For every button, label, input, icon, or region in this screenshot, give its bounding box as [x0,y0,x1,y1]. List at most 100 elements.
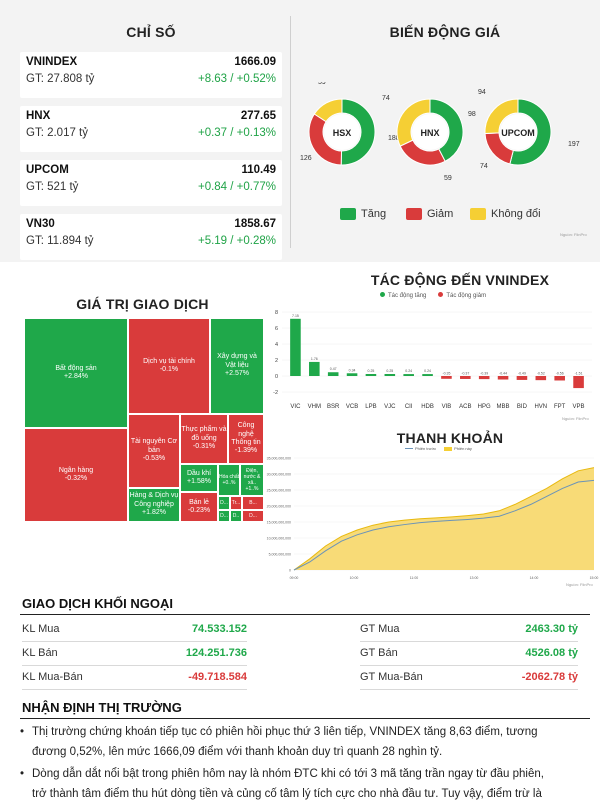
impact-bar-hdb [422,374,433,376]
impact-bar-value: 0.24 [424,369,431,373]
legend-up-swatch [340,208,356,220]
legend-down-label: Giảm [427,208,454,220]
impact-bar-vpb [573,376,584,389]
liquidity-area-chart: 35,000,000,000 30,000,000,000 25,000,000,0… [267,457,599,581]
foreign-row-right: GT Mua-Bán -2062.78 tỷ [360,668,578,690]
index-trade-value: GT: 11.894 tỷ [26,235,94,247]
treemap-cell-name: Điện, nước & xă.. [243,468,261,486]
impact-legend: Tác động tăng Tác động giảm [380,292,486,299]
legend-flat-label: Không đổi [491,208,541,220]
treemap-cell: Công nghệ Thông tin -1.39% [228,414,264,464]
impact-xtick-cii: CII [405,404,413,410]
donut-slice-không-đổi [396,98,431,147]
impact-bar-vic [290,318,301,376]
treemap-cell-name: Tài nguyên Cơ bản [130,438,178,454]
foreign-label: KL Mua [22,623,60,635]
foreign-row-left: KL Mua-Bán -49.718.584 [22,668,247,690]
donut-hsx: HSX 188 126 59 [300,82,400,166]
donut-slice-tăng [340,98,376,166]
liquidity-legend-prev-line [405,448,413,450]
impact-xtick-vib: VIB [442,404,452,410]
impact-xtick-vjc: VJC [384,404,396,410]
index-change: +8.63 / +0.52% [197,73,276,85]
foreign-label: GT Mua [360,623,400,635]
liquidity-ytick: 0 [289,569,291,573]
index-name: HNX [26,110,51,122]
impact-bar-hvn [535,376,547,381]
impact-bar-value: -0.49 [518,372,526,376]
impact-xtick-bsr: BSR [327,404,340,410]
donut-slice-tăng [429,98,464,163]
index-name: VNINDEX [26,56,78,68]
liquidity-title: THANH KHOẢN [396,430,504,446]
liquidity-ytick: 10,000,000,000 [267,537,291,541]
donut-value-label: 197 [568,141,580,148]
comment-title: NHẬN ĐỊNH THỊ TRƯỜNG [22,700,182,715]
impact-bar-value: 0.25 [386,369,393,373]
treemap-cell-change: +2.57% [225,370,249,378]
index-change: +0.84 / +0.77% [197,181,276,193]
foreign-row-rule [22,689,247,690]
foreign-row-rule [360,689,578,690]
bullet-2: • [20,768,25,780]
donut-value-label: 188 [388,135,400,142]
foreign-label: KL Mua-Bán [22,671,83,683]
treemap-cell: Tài nguyên Cơ bản -0.53% [128,414,180,488]
impact-xtick-vpb: VPB [573,404,585,410]
donut-value-label: 59 [444,175,452,182]
treemap-cell: B... [242,496,264,510]
impact-legend-up-label: Tác động tăng [388,293,427,299]
impact-bar-bid [516,376,528,380]
impact-bar-value: -0.44 [499,372,507,376]
treemap-cell: Hàng & Dịch vụ Công nghiệp +1.82% [128,488,180,522]
impact-bar-vib [441,376,452,379]
donut-value-label: 74 [382,95,390,102]
index-trade-value: GT: 27.808 tỷ [26,73,95,85]
impact-bar-value: 0.24 [405,369,412,373]
impact-bar-value: -0.35 [442,372,450,376]
liquidity-ytick: 25,000,000,000 [267,489,291,493]
donut-slice-không-đổi [484,98,519,135]
treemap-cell: D... [218,496,230,510]
legend-down: Giảm [406,208,453,220]
treemap-cell-name: Xây dựng và Vật liệu [217,353,257,369]
foreign-row-rule [360,641,578,642]
treemap-cell-change: -0.31% [192,443,216,451]
treemap-cell: Xây dựng và Vật liệu +2.57% [210,318,264,414]
price-title: BIẾN ĐỘNG GIÁ [389,24,501,40]
comment-2-line-b: trở thành tâm điểm thu hút dòng tiền và … [32,788,542,800]
impact-bar-vjc [384,374,396,376]
impact-legend-up: Tác động tăng [380,292,426,299]
treemap-cell: Bất động sản +2.84% [24,318,128,428]
treemap-cell-name: Dầu khí [186,469,212,477]
impact-ytick: -2 [273,390,278,396]
liquidity-xtick: 14:00 [530,576,539,580]
comment-title-rule [20,718,590,719]
liquidity-xtick: 13:00 [470,576,479,580]
treemap-cell-name: B... [249,500,257,506]
impact-bar-vcb [346,373,358,376]
donut-center-label: HSX [333,128,352,138]
comment-2-line-a: Dòng dẫn dắt nổi bật trong phiên hôm nay… [32,768,544,780]
donut-hole [324,114,360,150]
treemap-cell: Hóa chất +0..% [218,464,240,496]
impact-xtick-vcb: VCB [346,404,358,410]
treemap-cell-change: +1.82% [142,509,166,517]
legend-flat-swatch [470,208,486,220]
treemap-cell-name: Hóa chất [219,474,240,480]
impact-legend-down-dot [438,292,444,297]
impact-xtick-lpb: LPB [365,404,376,410]
liquidity-xtick: 11:00 [410,576,419,580]
foreign-value: 4526.08 tỷ [525,647,578,659]
donut-hnx: HNX 98 59 74 [382,95,476,182]
impact-ytick: 4 [275,342,278,348]
donut-slice-tăng [509,98,552,166]
donut-hole [500,114,536,150]
liquidity-xtick: 09:00 [290,576,299,580]
foreign-row-left: KL Bán 124.251.736 [22,644,247,666]
liquidity-line-previous [293,479,595,571]
index-value: 1666.09 [234,56,276,68]
foreign-title-rule [20,614,590,615]
impact-title: TÁC ĐỘNG ĐẾN VNINDEX [370,272,550,288]
foreign-row-rule [22,665,247,666]
